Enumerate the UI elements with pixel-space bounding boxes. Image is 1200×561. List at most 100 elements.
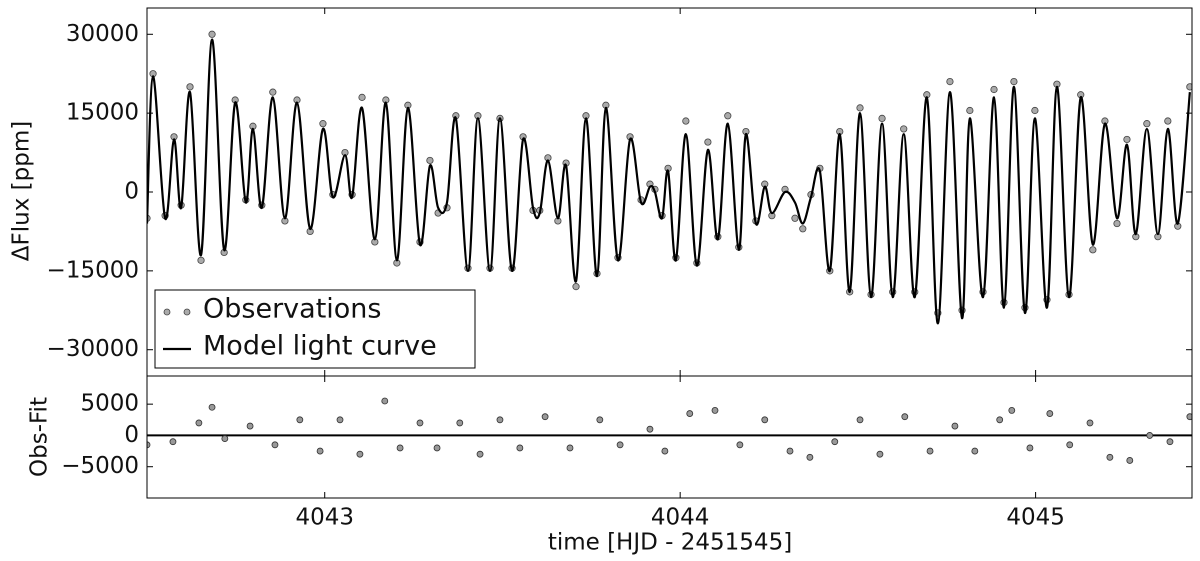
observation-point: [966, 106, 974, 115]
x-tick-label: 4043: [295, 505, 354, 531]
residual-point: [195, 419, 203, 427]
x-tick-label: 4045: [1006, 505, 1065, 531]
residual-point: [1166, 438, 1174, 446]
residual-point: [221, 435, 229, 442]
observation-point: [990, 85, 998, 94]
residual-point: [336, 416, 344, 424]
observation-point: [946, 78, 954, 86]
residual-point: [806, 453, 814, 461]
residual-point: [831, 438, 839, 446]
residual-point: [416, 419, 424, 427]
residual-point: [1106, 453, 1114, 461]
observation-point: [724, 112, 732, 120]
observation-point: [682, 117, 690, 125]
observation-point: [799, 225, 807, 233]
residual-point: [541, 413, 549, 421]
y-tick-label: 5000: [80, 391, 139, 417]
residual-point: [246, 422, 254, 430]
observation-point: [1113, 219, 1121, 228]
residual-point: [476, 450, 484, 458]
residual-point: [456, 419, 464, 427]
residual-point: [686, 410, 694, 417]
residual-point: [596, 416, 604, 424]
residual-point: [661, 447, 669, 455]
residual-point: [926, 447, 934, 455]
residual-point: [316, 447, 324, 455]
legend-label: Model light curve: [203, 331, 437, 362]
observation-point: [704, 138, 712, 146]
observation-point: [269, 88, 277, 96]
residual-point: [433, 444, 441, 452]
x-tick-label: 4044: [651, 505, 710, 531]
residual-point: [996, 416, 1004, 424]
residual-point: [761, 416, 769, 424]
residual-point: [646, 425, 654, 433]
residual-point: [396, 444, 404, 452]
residual-point: [1126, 457, 1134, 464]
residual-point: [147, 441, 151, 449]
residual-point: [1026, 444, 1034, 452]
y-tick-label: 0: [124, 422, 139, 448]
legend-marker: [163, 308, 171, 316]
residual-point: [1066, 441, 1074, 449]
observation-point: [358, 93, 366, 101]
residual-point: [1046, 410, 1054, 417]
residual-point: [971, 447, 979, 455]
y-axis-label: Obs-Fit: [27, 397, 53, 477]
y-tick-label: −5000: [61, 453, 139, 479]
observation-point: [319, 120, 327, 128]
observation-point: [900, 125, 908, 133]
residual-point: [296, 416, 304, 424]
residual-point: [736, 441, 744, 449]
observation-point: [1186, 83, 1192, 91]
legend-label: Observations: [203, 294, 381, 325]
observation-point: [572, 283, 580, 291]
residual-point: [786, 447, 794, 455]
observation-point: [208, 30, 216, 38]
residual-point: [566, 444, 574, 452]
residual-point: [271, 441, 279, 449]
residual-point: [711, 407, 719, 414]
residual-point: [1186, 413, 1192, 421]
residual-point: [856, 416, 864, 424]
plot-area: [147, 397, 1192, 464]
observation-point: [878, 114, 886, 123]
y-tick-label: 15000: [66, 100, 139, 126]
y-tick-label: 30000: [66, 21, 139, 47]
plot-area: [147, 30, 1192, 325]
observation-point: [856, 104, 864, 112]
observation-point: [1123, 135, 1131, 144]
observation-point: [1010, 78, 1018, 86]
residual-point: [1146, 432, 1154, 439]
residual-point: [876, 450, 884, 458]
residual-point: [356, 450, 364, 458]
residual-point: [616, 441, 624, 449]
observation-point: [426, 156, 434, 165]
observation-point: [1031, 106, 1039, 115]
legend-marker: [183, 308, 191, 316]
residual-point: [496, 416, 504, 424]
observation-point: [1089, 246, 1097, 254]
y-tick-label: −15000: [47, 257, 139, 283]
model-line: [147, 38, 1191, 325]
residual-point: [901, 413, 909, 421]
observation-point: [1164, 117, 1172, 125]
y-axis-label: ΔFlux [ppm]: [9, 121, 35, 261]
residual-point: [516, 444, 524, 452]
residual-point: [951, 422, 959, 430]
observation-point: [1143, 120, 1151, 128]
axes-frame: [146, 375, 1193, 499]
residual-point: [381, 397, 389, 405]
residual-point: [1086, 419, 1094, 427]
observation-point: [791, 214, 799, 222]
residual-point: [208, 403, 216, 411]
residual-point: [169, 438, 177, 446]
observation-point: [186, 83, 194, 91]
x-axis-label: time [HJD - 2451545]: [548, 530, 792, 556]
legend-box: [154, 289, 476, 369]
observation-point: [197, 256, 205, 264]
y-tick-label: 0: [124, 179, 139, 205]
residual-point: [1008, 407, 1016, 414]
y-tick-label: −30000: [47, 336, 139, 362]
